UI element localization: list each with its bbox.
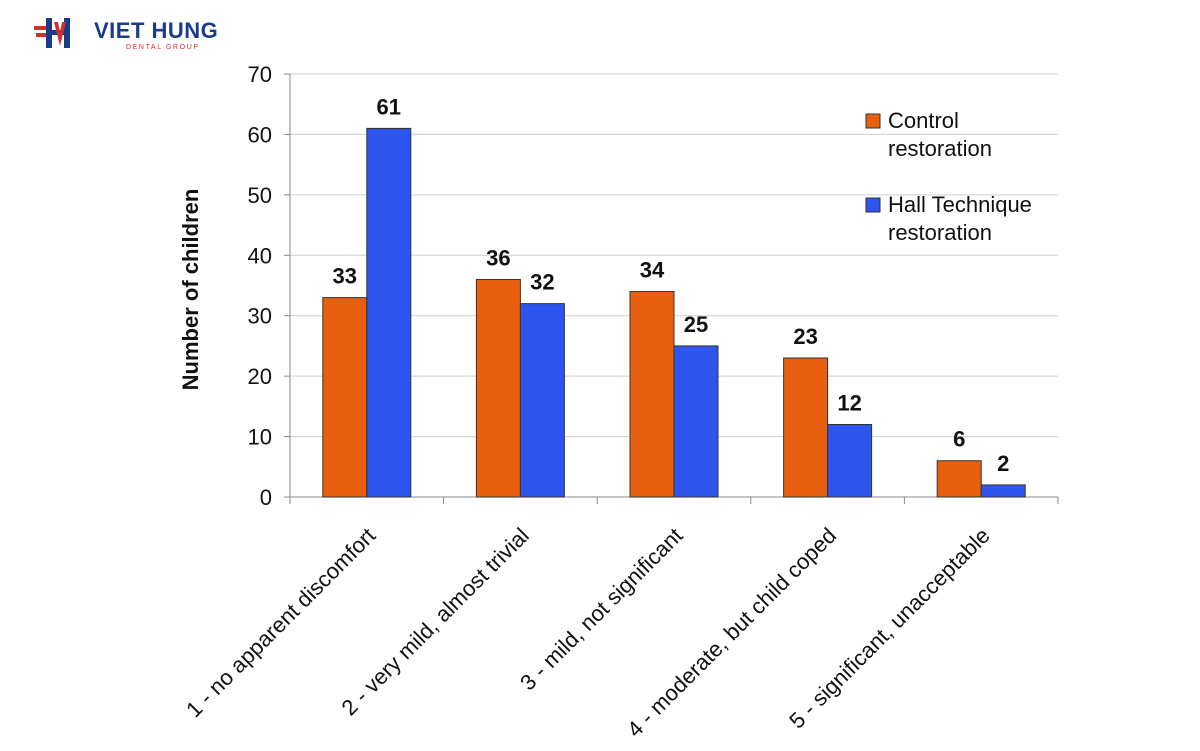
legend-label: Hall Technique restoration [888,192,1032,245]
bar [827,423,873,498]
bar [980,484,1026,498]
vh-logo-icon [34,18,70,48]
legend-label-line: Control [888,108,959,133]
y-tick-label: 50 [248,183,272,208]
data-label: 33 [333,264,357,289]
bar [519,303,565,498]
brand-logo: VIET HUNG DENTAL GROUP [32,14,232,54]
data-label: 6 [953,427,965,452]
y-tick-label: 0 [260,485,272,510]
bar [475,278,521,498]
legend-label-line: restoration [888,220,992,245]
y-tick-label: 10 [248,425,272,450]
data-label: 12 [837,390,861,415]
bar [322,297,368,498]
brand-subtitle: DENTAL GROUP [126,44,200,51]
bar [936,460,982,498]
bar [673,345,719,498]
data-label: 36 [486,245,510,270]
data-label: 61 [377,94,401,119]
data-label: 25 [684,312,708,337]
data-label: 32 [530,270,554,295]
y-tick-label: 30 [248,304,272,329]
x-tick-label: 3 - mild, not significant [515,523,687,695]
legend-swatch [865,113,881,129]
bar [783,357,829,498]
y-axis-label: Number of children [178,189,203,391]
data-label: 34 [640,258,665,283]
y-tick-label: 70 [248,62,272,87]
legend-swatch [865,197,881,213]
data-label: 2 [997,451,1009,476]
brand-name: VIET HUNG [94,18,219,43]
y-tick-label: 60 [248,122,272,147]
bar [629,291,675,498]
y-tick-label: 40 [248,243,272,268]
legend-label-line: Hall Technique [888,192,1032,217]
data-label: 23 [793,324,817,349]
bar [366,127,412,498]
legend-label-line: restoration [888,136,992,161]
y-tick-label: 20 [248,364,272,389]
legend-label: Control restoration [888,108,992,161]
